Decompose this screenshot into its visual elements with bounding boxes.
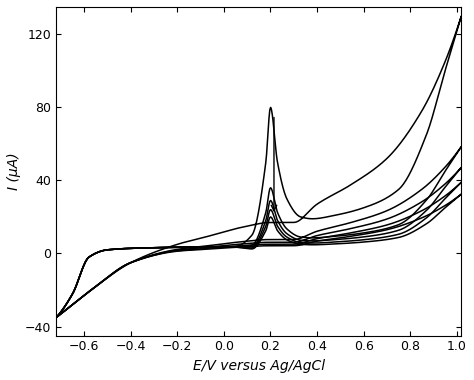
X-axis label: E/V versus Ag/AgCl: E/V versus Ag/AgCl <box>193 359 325 373</box>
Y-axis label: I (μA): I (μA) <box>7 152 21 190</box>
